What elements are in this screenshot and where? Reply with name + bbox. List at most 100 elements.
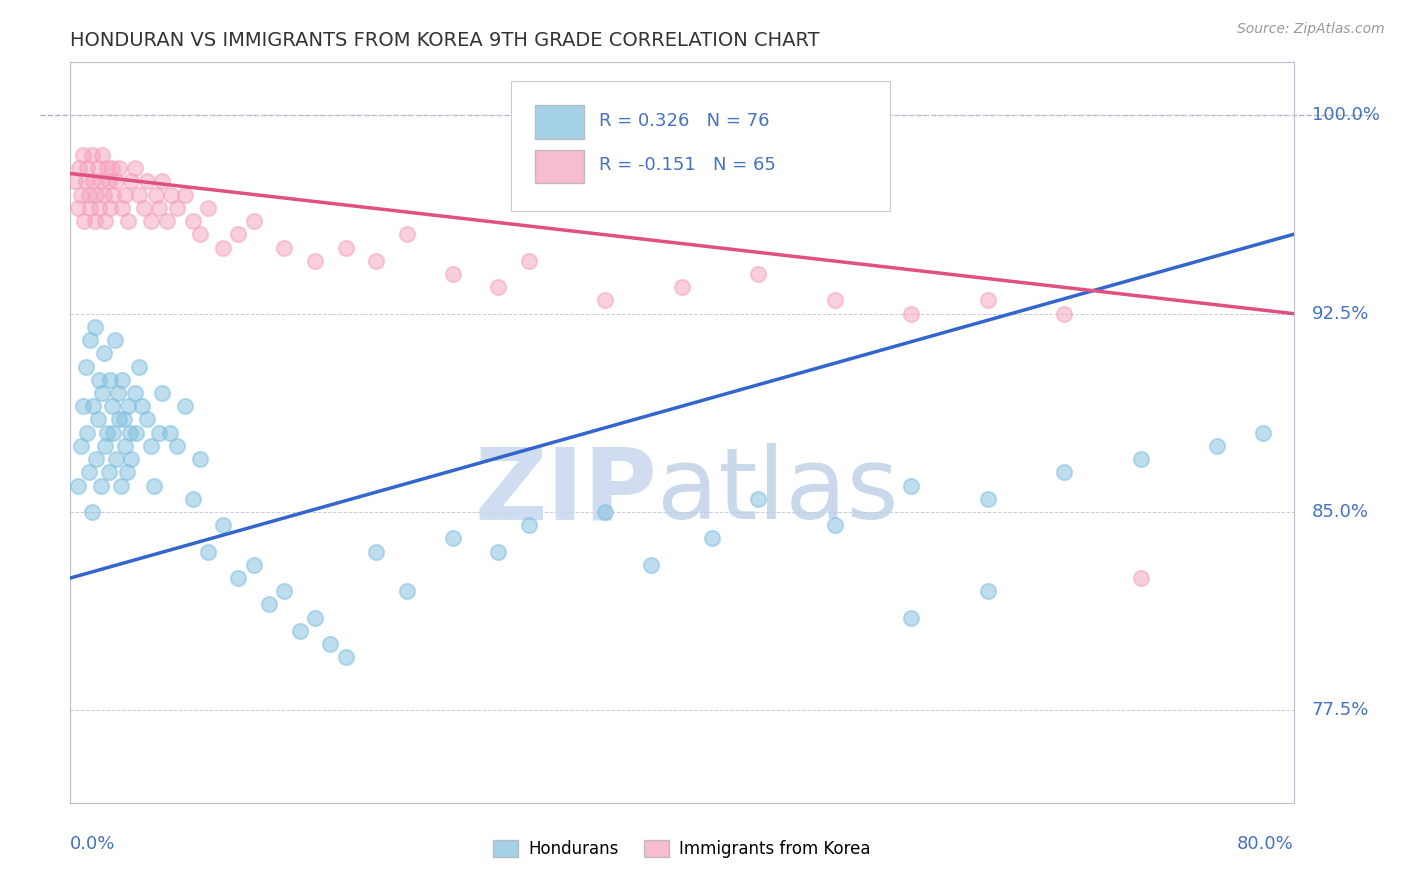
Point bbox=[671, 280, 693, 294]
Point bbox=[976, 293, 998, 308]
Point bbox=[304, 253, 326, 268]
Point bbox=[900, 478, 922, 492]
Point bbox=[97, 465, 120, 479]
Point bbox=[91, 148, 114, 162]
Point bbox=[900, 307, 922, 321]
Point bbox=[87, 161, 110, 176]
Point bbox=[125, 425, 148, 440]
Point bbox=[166, 439, 188, 453]
Point bbox=[117, 214, 139, 228]
Point bbox=[76, 425, 98, 440]
Point bbox=[976, 584, 998, 599]
Point bbox=[488, 280, 510, 294]
Point bbox=[148, 201, 170, 215]
Text: R = -0.151   N = 65: R = -0.151 N = 65 bbox=[599, 156, 776, 174]
Point bbox=[702, 532, 724, 546]
Point bbox=[108, 161, 131, 176]
Point bbox=[335, 650, 357, 665]
Point bbox=[118, 425, 141, 440]
FancyBboxPatch shape bbox=[510, 81, 890, 211]
Point bbox=[75, 174, 97, 188]
Point bbox=[145, 187, 167, 202]
Point bbox=[70, 187, 93, 202]
Point bbox=[76, 161, 98, 176]
Legend: Hondurans, Immigrants from Korea: Hondurans, Immigrants from Korea bbox=[486, 833, 877, 865]
Point bbox=[900, 611, 922, 625]
Point bbox=[174, 187, 197, 202]
Point bbox=[181, 214, 204, 228]
Text: R = 0.326   N = 76: R = 0.326 N = 76 bbox=[599, 112, 769, 130]
Point bbox=[117, 399, 139, 413]
Point bbox=[181, 491, 204, 506]
Point bbox=[747, 267, 769, 281]
Point bbox=[141, 214, 163, 228]
Point bbox=[101, 425, 124, 440]
Point bbox=[824, 518, 846, 533]
Point bbox=[395, 227, 418, 242]
Point bbox=[105, 174, 128, 188]
Point bbox=[84, 452, 107, 467]
Text: 92.5%: 92.5% bbox=[1312, 305, 1369, 323]
Point bbox=[111, 201, 134, 215]
Point bbox=[97, 174, 120, 188]
Point bbox=[83, 319, 105, 334]
Point bbox=[112, 412, 135, 426]
Point bbox=[395, 584, 418, 599]
Point bbox=[150, 174, 173, 188]
Point bbox=[159, 425, 181, 440]
Point bbox=[84, 187, 107, 202]
Point bbox=[108, 412, 131, 426]
FancyBboxPatch shape bbox=[536, 150, 583, 183]
Point bbox=[366, 544, 388, 558]
Text: Source: ZipAtlas.com: Source: ZipAtlas.com bbox=[1237, 22, 1385, 37]
Point bbox=[273, 241, 295, 255]
Point bbox=[66, 201, 89, 215]
Point bbox=[121, 452, 143, 467]
Point bbox=[115, 465, 138, 479]
Point bbox=[288, 624, 311, 638]
Point bbox=[488, 544, 510, 558]
Point bbox=[1129, 571, 1152, 585]
Point bbox=[110, 478, 132, 492]
Point bbox=[141, 439, 163, 453]
Point bbox=[366, 253, 388, 268]
Point bbox=[63, 174, 86, 188]
Point bbox=[69, 161, 91, 176]
Text: 77.5%: 77.5% bbox=[1312, 701, 1369, 719]
Point bbox=[1053, 307, 1076, 321]
Point bbox=[83, 214, 105, 228]
Text: 85.0%: 85.0% bbox=[1312, 503, 1369, 521]
FancyBboxPatch shape bbox=[536, 105, 583, 138]
Point bbox=[441, 267, 464, 281]
Text: 100.0%: 100.0% bbox=[1312, 106, 1379, 124]
Point bbox=[94, 439, 117, 453]
Point bbox=[66, 478, 89, 492]
Text: HONDURAN VS IMMIGRANTS FROM KOREA 9TH GRADE CORRELATION CHART: HONDURAN VS IMMIGRANTS FROM KOREA 9TH GR… bbox=[70, 30, 820, 50]
Point bbox=[441, 532, 464, 546]
Point bbox=[131, 399, 153, 413]
Point bbox=[132, 201, 155, 215]
Point bbox=[98, 373, 121, 387]
Point bbox=[79, 333, 101, 347]
Point bbox=[273, 584, 295, 599]
Point bbox=[72, 399, 94, 413]
Point bbox=[228, 227, 250, 242]
Point bbox=[160, 187, 183, 202]
Point bbox=[135, 412, 157, 426]
Point bbox=[98, 201, 121, 215]
Point bbox=[79, 201, 101, 215]
Point bbox=[824, 293, 846, 308]
Point bbox=[93, 187, 115, 202]
Point bbox=[150, 386, 173, 401]
Text: 80.0%: 80.0% bbox=[1237, 835, 1294, 853]
Point bbox=[335, 241, 357, 255]
Point bbox=[128, 187, 150, 202]
Text: 0.0%: 0.0% bbox=[70, 835, 115, 853]
Point bbox=[124, 161, 146, 176]
Point bbox=[212, 518, 235, 533]
Point bbox=[1206, 439, 1229, 453]
Point bbox=[70, 439, 93, 453]
Point bbox=[257, 598, 280, 612]
Point bbox=[128, 359, 150, 374]
Point bbox=[243, 214, 266, 228]
